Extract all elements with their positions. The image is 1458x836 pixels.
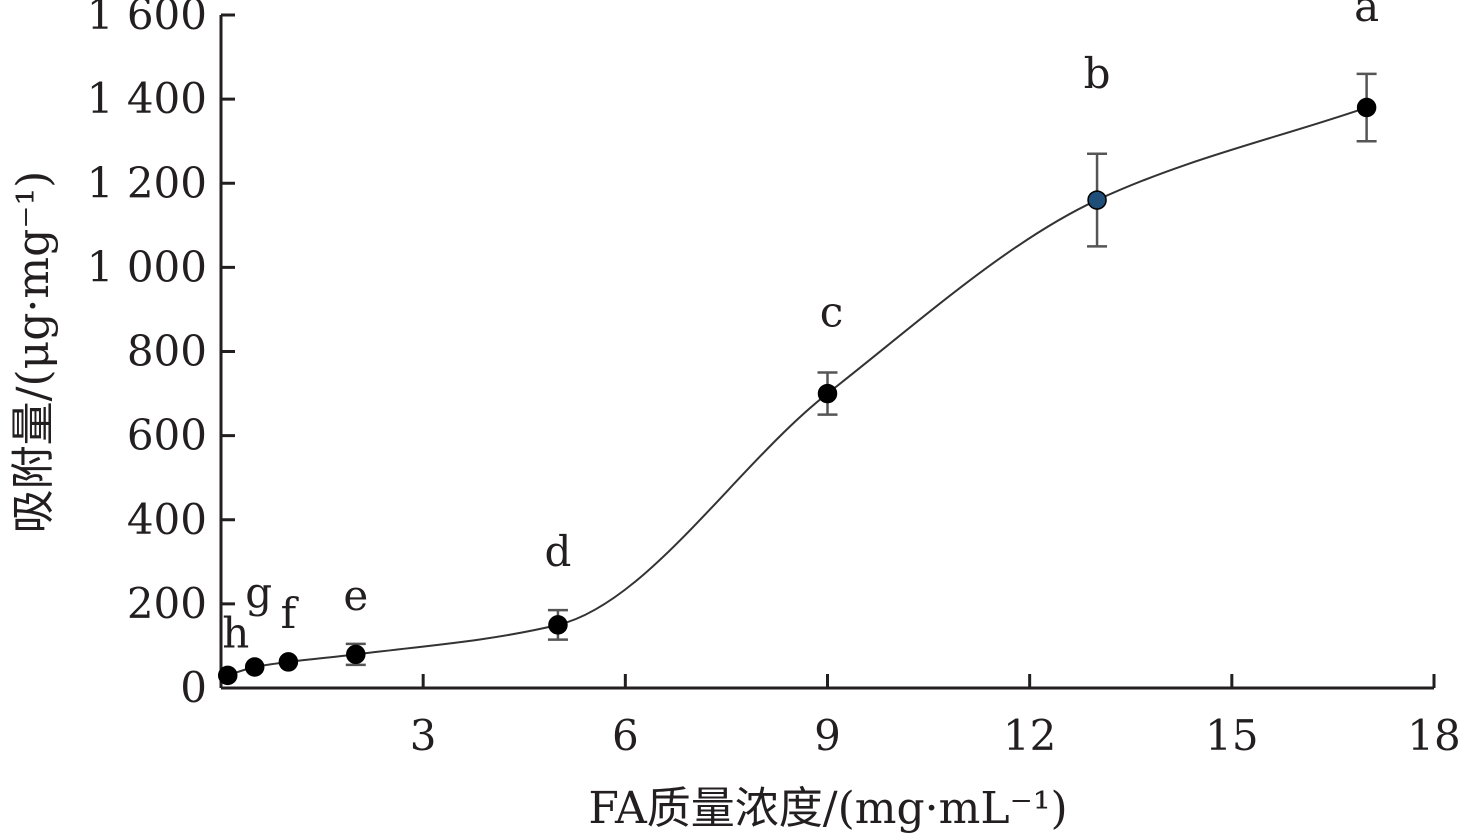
significance-label: f — [281, 589, 300, 638]
significance-label: h — [222, 608, 249, 657]
data-point — [817, 383, 838, 404]
data-points — [217, 97, 1377, 686]
x-tick-label: 12 — [1003, 711, 1056, 760]
axes — [219, 15, 1434, 690]
data-point — [1087, 190, 1107, 210]
y-tick-label: 400 — [127, 495, 207, 544]
y-ticks: 0 200 400 600 800 1 000 1 200 1 400 1 600 — [87, 0, 235, 712]
significance-label: g — [245, 568, 272, 617]
y-tick-label: 800 — [127, 327, 207, 376]
x-tick-label: 9 — [814, 711, 841, 760]
y-axis-title: 吸附量/(μg·mg⁻¹) — [8, 171, 59, 534]
data-point — [278, 652, 299, 672]
y-tick-label: 1 400 — [87, 74, 207, 123]
error-bars — [345, 72, 1377, 667]
x-tick-label: 3 — [410, 711, 437, 760]
x-tick-label: 18 — [1407, 711, 1458, 760]
y-tick-label: 1 000 — [87, 242, 207, 291]
y-tick-label: 0 — [180, 663, 207, 712]
x-ticks: 3 6 9 12 15 18 — [410, 674, 1458, 760]
data-point — [346, 644, 366, 665]
data-point — [217, 665, 238, 686]
y-tick-label: 1 600 — [87, 0, 207, 39]
data-point — [548, 615, 568, 635]
x-axis-title: FA质量浓度/(mg·mL⁻¹) — [588, 783, 1067, 834]
y-tick-label: 600 — [127, 411, 207, 460]
y-tick-label: 1 200 — [87, 158, 207, 207]
x-tick-label: 15 — [1205, 711, 1258, 760]
data-point — [244, 657, 265, 677]
significance-label: a — [1354, 0, 1379, 31]
significance-label: c — [820, 288, 844, 337]
significance-label: b — [1084, 49, 1111, 98]
x-tick-label: 6 — [612, 711, 639, 760]
data-point — [1356, 97, 1377, 118]
significance-labels: hg f e d c b a — [222, 0, 1379, 657]
significance-label: e — [343, 571, 368, 620]
y-tick-label: 200 — [127, 579, 207, 628]
significance-label: d — [544, 527, 571, 576]
fit-curve — [227, 106, 1367, 677]
